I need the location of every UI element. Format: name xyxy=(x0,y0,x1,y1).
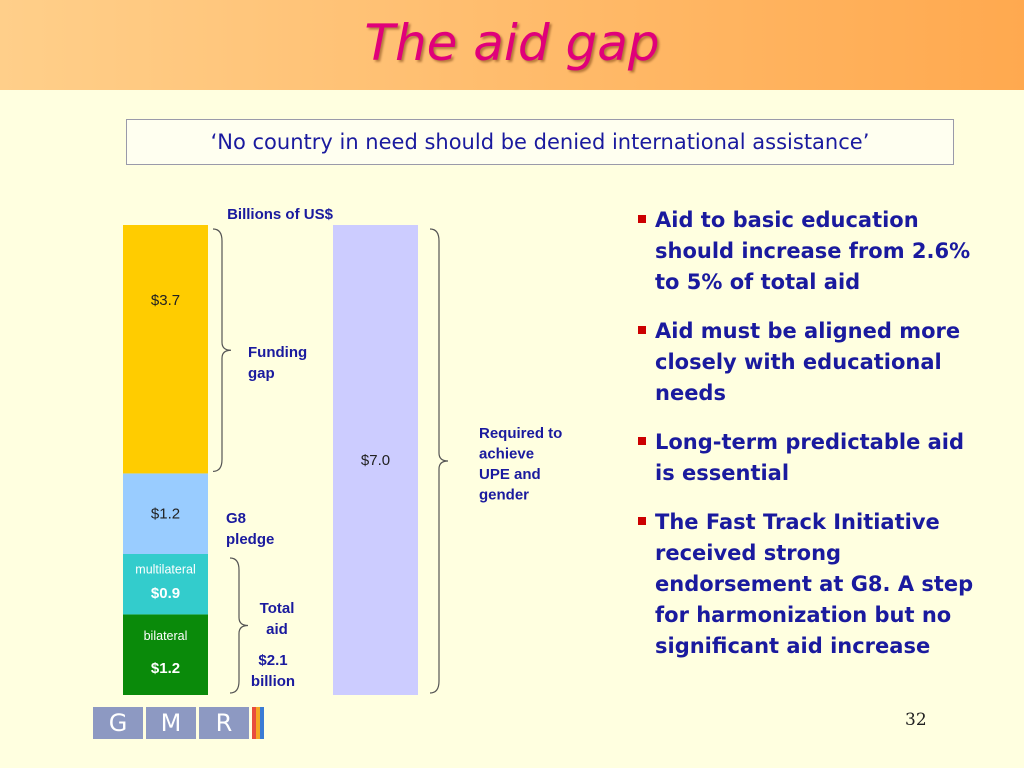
total-aid-label: Total xyxy=(260,600,295,617)
logo-stripe xyxy=(252,707,256,739)
required-label: UPE and xyxy=(479,466,541,483)
data-label: $0.9 xyxy=(151,585,180,602)
quote-box: ‘No country in need should be denied int… xyxy=(126,119,954,165)
bar-segment xyxy=(123,473,208,554)
required-label: Required to xyxy=(479,425,562,442)
page-number: 32 xyxy=(905,710,927,730)
funding-gap-label: gap xyxy=(248,365,275,382)
required-label: achieve xyxy=(479,446,534,463)
logo-stripe xyxy=(256,707,260,739)
logo-letter: R xyxy=(199,707,249,739)
bullet-item: Long-term predictable aid is essential xyxy=(637,427,987,489)
bullet-item: The Fast Track Initiative received stron… xyxy=(637,507,987,662)
total-aid-brace xyxy=(229,557,249,694)
title-banner xyxy=(0,0,1024,90)
units-label: Billions of US$ xyxy=(227,206,334,223)
bullet-item: Aid must be aligned more closely with ed… xyxy=(637,316,987,409)
total-aid-value: $2.1 xyxy=(258,652,287,669)
logo-letter: G xyxy=(93,707,143,739)
bullet-text: The Fast Track Initiative received stron… xyxy=(655,510,974,658)
required-brace xyxy=(429,228,449,694)
segment-category-label: multilateral xyxy=(135,562,195,576)
data-label: $1.2 xyxy=(151,660,180,677)
g8-pledge-label: G8 xyxy=(226,510,246,527)
bar-segment xyxy=(123,554,208,615)
required-label: gender xyxy=(479,487,529,504)
total-aid-label: aid xyxy=(266,621,288,638)
bullet-square-icon xyxy=(638,215,646,223)
aid-gap-chart: Billions of US$ bilateral $1.2 multilateral… xyxy=(123,206,562,695)
bar-segment xyxy=(333,225,418,695)
funding-gap-brace xyxy=(212,228,232,473)
bullet-list: Aid to basic education should increase f… xyxy=(637,205,987,680)
bullet-square-icon xyxy=(638,326,646,334)
g8-pledge-label: pledge xyxy=(226,531,274,548)
bullet-square-icon xyxy=(638,517,646,525)
bullet-text: Long-term predictable aid is essential xyxy=(655,430,965,485)
bullet-text: Aid must be aligned more closely with ed… xyxy=(655,319,961,405)
total-aid-value: billion xyxy=(251,673,295,690)
logo-stripe xyxy=(260,707,264,739)
bar-segment xyxy=(123,225,208,474)
logo-letter: M xyxy=(146,707,196,739)
data-label: $3.7 xyxy=(151,292,180,309)
funding-gap-label: Funding xyxy=(248,344,307,361)
bullet-item: Aid to basic education should increase f… xyxy=(637,205,987,298)
bullet-square-icon xyxy=(638,437,646,445)
data-label: $1.2 xyxy=(151,506,180,523)
logo-stripes xyxy=(252,707,264,739)
gmr-logo: G M R xyxy=(93,707,264,739)
slide-title: The aid gap xyxy=(364,14,660,72)
data-label: $7.0 xyxy=(361,452,390,469)
segment-category-label: bilateral xyxy=(144,629,188,643)
bar-segment xyxy=(123,614,208,695)
bullet-text: Aid to basic education should increase f… xyxy=(655,208,971,294)
